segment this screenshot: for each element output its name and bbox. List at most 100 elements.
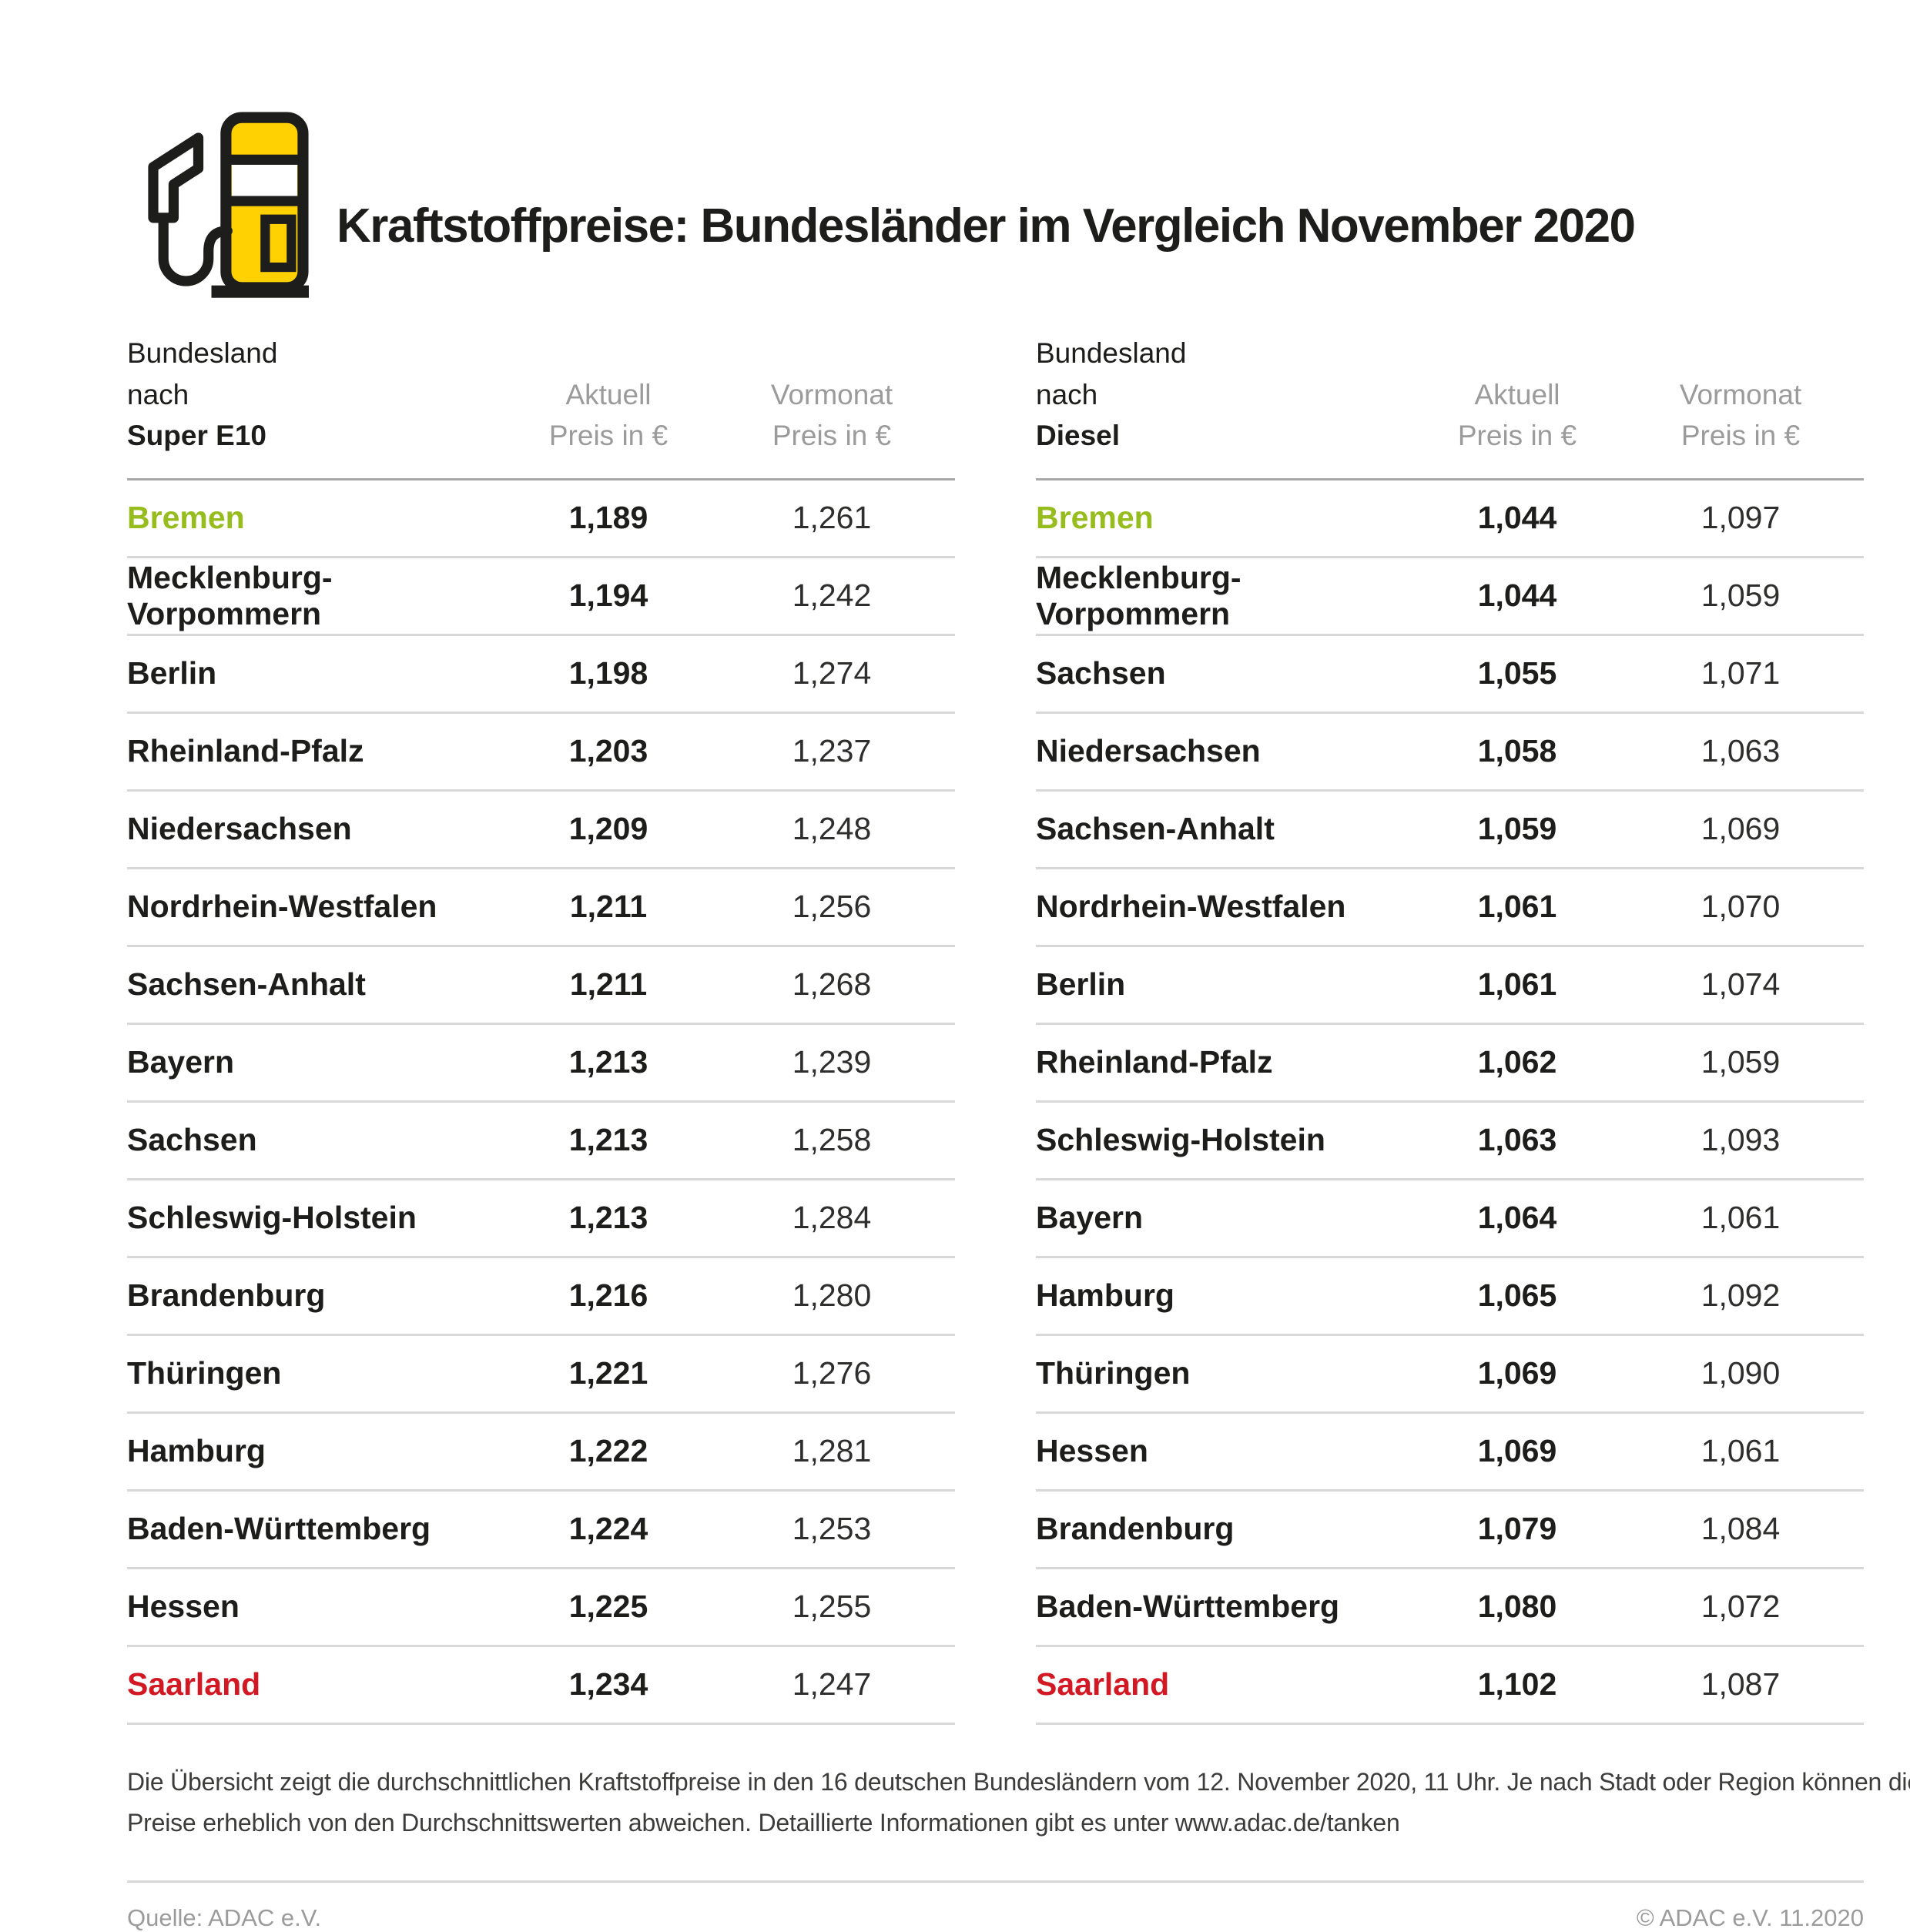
current-price: 1,080 (1477, 1589, 1557, 1625)
table-row: Nordrhein-Westfalen 1,061 1,070 (1036, 869, 1864, 947)
previous-price: 1,281 (792, 1433, 872, 1469)
table-diesel: Bundesland nach Diesel Aktuell Preis in … (1036, 333, 1864, 1725)
state-name: Hamburg (1036, 1277, 1174, 1314)
current-price: 1,225 (568, 1589, 648, 1625)
table-row: Brandenburg 1,079 1,084 (1036, 1492, 1864, 1569)
previous-price: 1,237 (792, 733, 872, 769)
table-row: Niedersachsen 1,058 1,063 (1036, 714, 1864, 792)
previous-price: 1,070 (1701, 889, 1781, 925)
previous-price: 1,071 (1701, 655, 1781, 691)
state-name: Nordrhein-Westfalen (1036, 889, 1346, 925)
current-price: 1,211 (569, 966, 648, 1003)
column-header-current: Aktuell Preis in € (508, 374, 709, 457)
column-header-current-line2: Preis in € (548, 420, 668, 452)
page-title: Kraftstoffpreise: Bundesländer im Vergle… (337, 199, 1636, 253)
current-price: 1,213 (568, 1200, 648, 1236)
previous-price: 1,258 (792, 1122, 872, 1158)
table-row: Sachsen-Anhalt 1,211 1,268 (127, 947, 955, 1025)
current-price: 1,194 (568, 578, 648, 614)
state-name: Mecklenburg-Vorpommern (127, 559, 333, 631)
current-price: 1,213 (568, 1044, 648, 1080)
previous-price: 1,069 (1701, 811, 1781, 847)
table-row: Rheinland-Pfalz 1,203 1,237 (127, 714, 955, 792)
table-row: Rheinland-Pfalz 1,062 1,059 (1036, 1025, 1864, 1103)
state-name: Brandenburg (1036, 1511, 1235, 1547)
table-row: Berlin 1,198 1,274 (127, 636, 955, 714)
table-row: Bayern 1,064 1,061 (1036, 1180, 1864, 1258)
current-price: 1,065 (1477, 1277, 1557, 1314)
pump-hose (158, 213, 233, 286)
state-name: Saarland (127, 1666, 261, 1703)
current-price: 1,059 (1477, 811, 1557, 847)
fuel-prefix: nach (127, 378, 189, 410)
previous-price: 1,268 (792, 966, 872, 1003)
pump-nozzle (148, 132, 204, 223)
previous-price: 1,093 (1701, 1122, 1781, 1158)
previous-price: 1,059 (1701, 578, 1781, 614)
table-row: Hamburg 1,222 1,281 (127, 1414, 955, 1492)
previous-price: 1,087 (1701, 1666, 1781, 1703)
current-price: 1,044 (1477, 500, 1557, 536)
previous-price: 1,284 (792, 1200, 872, 1236)
current-price: 1,062 (1477, 1044, 1557, 1080)
state-name: Sachsen-Anhalt (127, 966, 366, 1003)
current-price: 1,069 (1477, 1433, 1557, 1469)
current-price: 1,055 (1477, 655, 1557, 691)
table-row: Mecklenburg-Vorpommern 1,044 1,059 (1036, 558, 1864, 636)
table-row: Sachsen 1,055 1,071 (1036, 636, 1864, 714)
table-row: Bremen 1,044 1,097 (1036, 480, 1864, 558)
current-price: 1,203 (568, 733, 648, 769)
footnote-line-2: Preise erheblich von den Durchschnittswe… (127, 1809, 1400, 1837)
previous-price: 1,242 (792, 578, 872, 614)
state-name: Sachsen-Anhalt (1036, 811, 1275, 847)
current-price: 1,216 (568, 1277, 648, 1314)
previous-price: 1,061 (1701, 1433, 1781, 1469)
state-name: Thüringen (127, 1355, 282, 1391)
footer-divider (127, 1880, 1864, 1883)
table-row: Schleswig-Holstein 1,063 1,093 (1036, 1103, 1864, 1180)
pump-display (260, 214, 297, 273)
current-price: 1,061 (1477, 889, 1557, 925)
table-row: Thüringen 1,069 1,090 (1036, 1336, 1864, 1414)
current-price: 1,064 (1477, 1200, 1557, 1236)
current-price: 1,209 (568, 811, 648, 847)
current-price: 1,222 (568, 1433, 648, 1469)
state-name: Bayern (1036, 1200, 1144, 1236)
tables-container: Bundesland nach Super E10 Aktuell Preis … (127, 333, 1864, 1725)
table-row: Saarland 1,234 1,247 (127, 1647, 955, 1725)
table-row: Baden-Württemberg 1,224 1,253 (127, 1492, 955, 1569)
previous-price: 1,280 (792, 1277, 872, 1314)
current-price: 1,224 (568, 1511, 648, 1547)
copyright-text: © ADAC e.V. 11.2020 (1636, 1904, 1864, 1932)
state-name: Baden-Württemberg (1036, 1589, 1340, 1625)
column-header-previous-line2: Preis in € (772, 420, 892, 452)
current-price: 1,198 (568, 655, 648, 691)
current-price: 1,211 (569, 889, 648, 925)
state-name: Hessen (127, 1589, 240, 1625)
state-name: Hessen (1036, 1433, 1148, 1469)
column-header-previous: Vormonat Preis in € (1617, 374, 1864, 457)
column-header-previous-line2: Preis in € (1680, 420, 1801, 452)
state-name: Bremen (1036, 500, 1154, 536)
state-name: Schleswig-Holstein (127, 1200, 417, 1236)
column-header-state-line2: nach Diesel (1036, 374, 1417, 457)
table-row: Berlin 1,061 1,074 (1036, 947, 1864, 1025)
column-header-previous-line1: Vormonat (770, 378, 893, 410)
state-name: Rheinland-Pfalz (127, 733, 364, 769)
column-header-previous-line1: Vormonat (1679, 378, 1802, 410)
table-row: Sachsen-Anhalt 1,059 1,069 (1036, 792, 1864, 869)
current-price: 1,189 (568, 500, 648, 536)
current-price: 1,102 (1477, 1666, 1557, 1703)
table-row: Saarland 1,102 1,087 (1036, 1647, 1864, 1725)
table-header: Bundesland nach Diesel Aktuell Preis in … (1036, 333, 1864, 480)
column-header-state-line1: Bundesland (1036, 337, 1187, 369)
table-row: Hessen 1,225 1,255 (127, 1569, 955, 1647)
footnote: Die Übersicht zeigt die durchschnittlich… (127, 1762, 1910, 1843)
table-row: Baden-Württemberg 1,080 1,072 (1036, 1569, 1864, 1647)
current-price: 1,069 (1477, 1355, 1557, 1391)
previous-price: 1,253 (792, 1511, 872, 1547)
previous-price: 1,247 (792, 1666, 872, 1703)
column-header-current-line2: Preis in € (1457, 420, 1577, 452)
fuel-pump-icon (148, 112, 309, 298)
table-row: Mecklenburg-Vorpommern 1,194 1,242 (127, 558, 955, 636)
